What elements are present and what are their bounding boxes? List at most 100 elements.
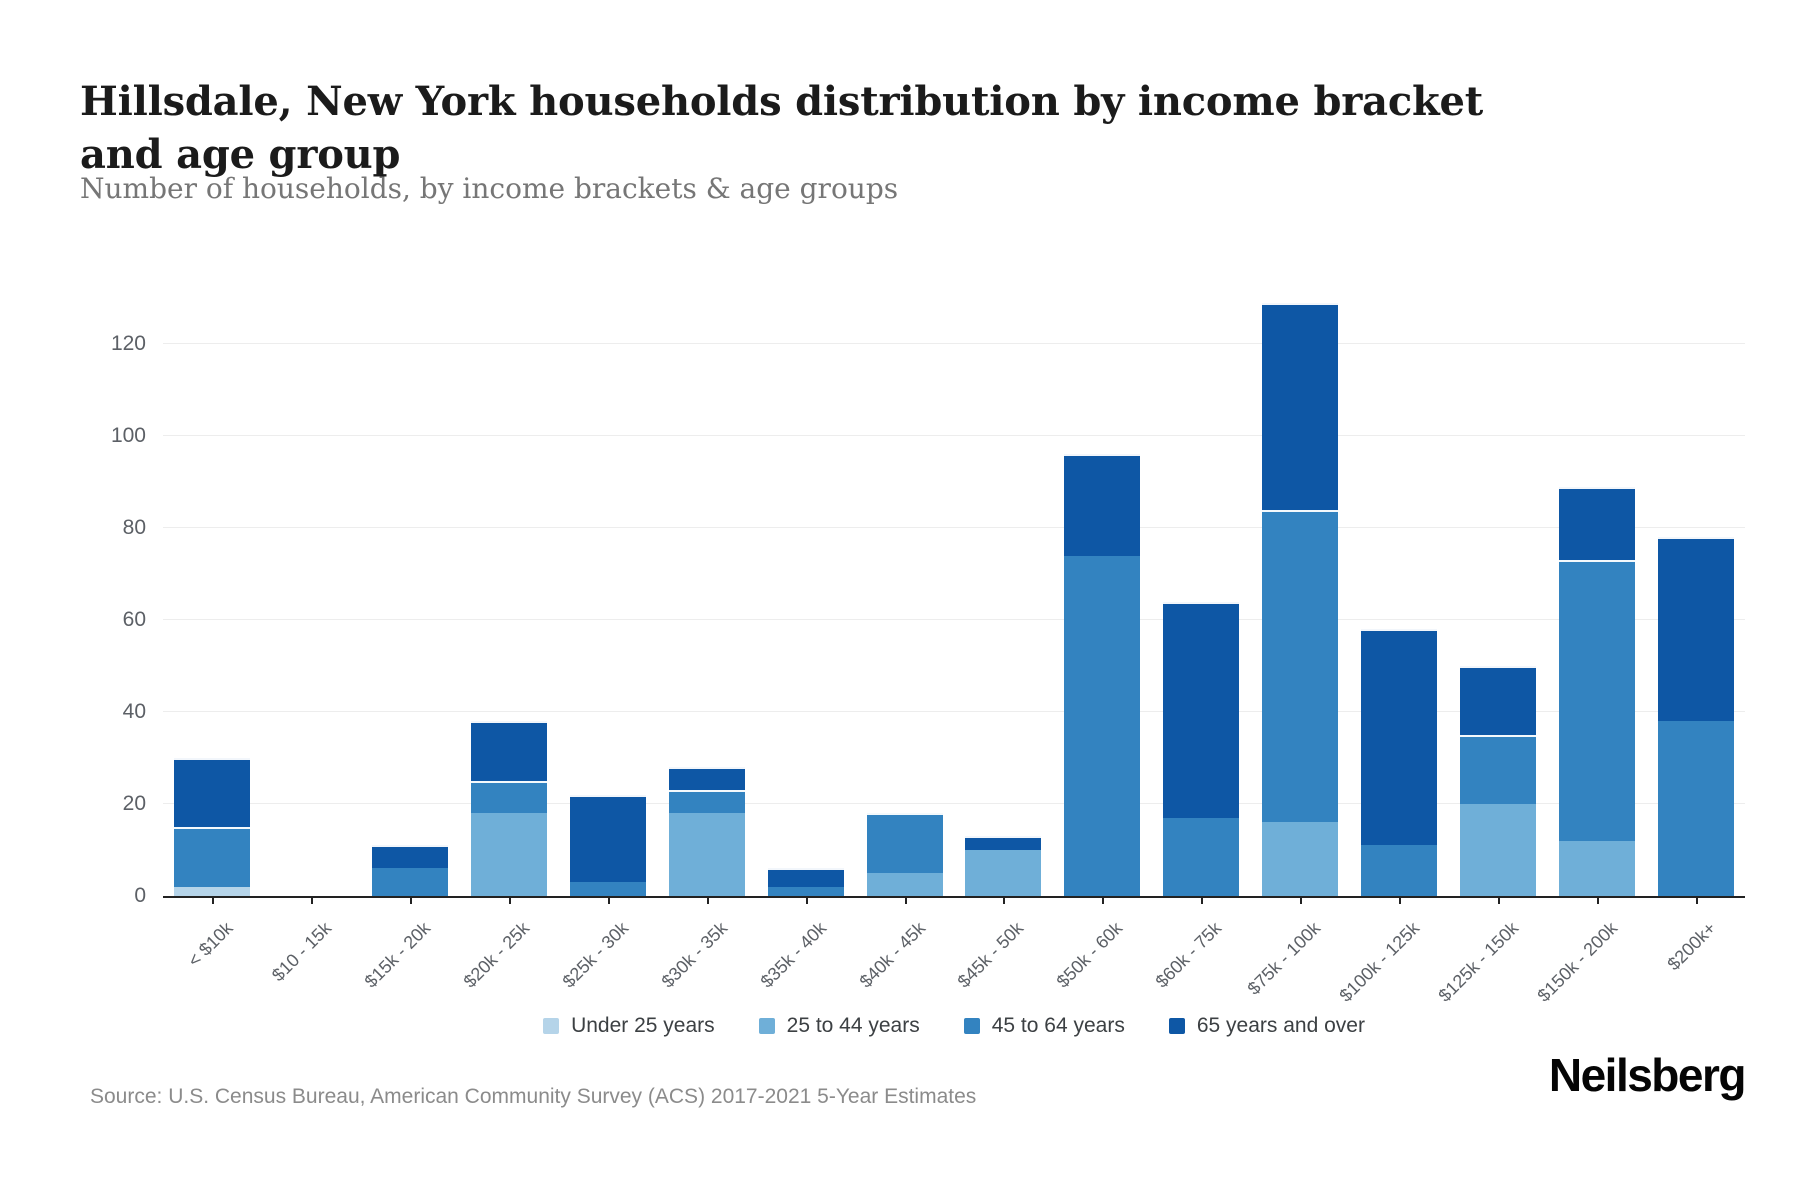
x-slot: $45k - 50k (954, 898, 1053, 1008)
bar-segment-45-to-64-years[interactable] (372, 868, 449, 896)
bar-segment-45-to-64-years[interactable] (1657, 721, 1734, 896)
chart-legend: Under 25 years 25 to 44 years 45 to 64 y… (163, 1014, 1745, 1038)
x-slot: $60k - 75k (1152, 898, 1251, 1008)
x-axis-tick (212, 898, 215, 904)
bar-segment-25-to-44-years[interactable] (866, 873, 943, 896)
bar--50k-60k (1064, 454, 1141, 896)
y-axis-tick-label-0: 0 (134, 884, 146, 907)
x-axis-tick (1003, 898, 1006, 904)
x-slot: $25k - 30k (558, 898, 658, 1008)
legend-item-45-to-64[interactable]: 45 to 64 years (963, 1014, 1125, 1038)
x-slot: $200k+ (1646, 898, 1745, 1008)
gridline-y-100 (163, 435, 1745, 436)
x-axis-tick-label: $100k - 125k (1335, 918, 1424, 1006)
legend-item-under-25[interactable]: Under 25 years (543, 1014, 715, 1038)
bar-segment-45-to-64-years[interactable] (1360, 845, 1437, 896)
legend-item-65-and-over[interactable]: 65 years and over (1168, 1014, 1365, 1038)
bar-segment-65-years-and-over[interactable] (1064, 454, 1141, 556)
neilsberg-logo[interactable]: Neilsberg (1548, 1049, 1747, 1101)
x-axis-tick-label: $125k - 150k (1434, 918, 1522, 1006)
bar-segment-65-years-and-over[interactable] (965, 836, 1042, 850)
bar-segment-65-years-and-over[interactable] (1657, 537, 1734, 722)
bar-segment-65-years-and-over[interactable] (372, 845, 449, 869)
bar--150k-200k (1558, 486, 1635, 896)
bar-segment-65-years-and-over[interactable] (1360, 629, 1437, 846)
bar--15k-20k (372, 845, 449, 896)
x-slot: $15k - 20k (361, 898, 460, 1008)
legend-item-25-to-44[interactable]: 25 to 44 years (758, 1014, 920, 1038)
bar-segment-45-to-64-years[interactable] (767, 886, 844, 896)
bar-segment-45-to-64-years[interactable] (1064, 555, 1141, 896)
y-axis-tick-label-60: 60 (122, 608, 146, 631)
bar-segment-25-to-44-years[interactable] (1459, 804, 1536, 896)
bar-segment-45-to-64-years[interactable] (471, 781, 548, 814)
bar--35k-40k (767, 868, 844, 896)
x-axis-tick (1201, 898, 1204, 904)
bar-segment-65-years-and-over[interactable] (1163, 601, 1240, 818)
y-axis-tick-label-100: 100 (110, 424, 146, 447)
bar-segment-25-to-44-years[interactable] (1262, 822, 1339, 896)
x-axis: < $10k $10 - 15k $15k - 20k $20k - 25k $25k … (163, 898, 1745, 1008)
bar-segment-65-years-and-over[interactable] (569, 794, 646, 883)
x-axis-tick (904, 898, 907, 904)
bar-segment-45-to-64-years[interactable] (1558, 560, 1635, 841)
x-slot: $125k - 150k (1434, 898, 1547, 1008)
gridline-y-20 (163, 803, 1745, 804)
bar-segment-45-to-64-years[interactable] (1262, 509, 1339, 823)
bar-segment-65-years-and-over[interactable] (668, 767, 745, 791)
y-axis-tick-label-120: 120 (110, 332, 146, 355)
bar-segment-65-years-and-over[interactable] (471, 721, 548, 782)
x-axis-tick-label: $40k - 45k (855, 918, 929, 992)
bar-segment-25-to-44-years[interactable] (965, 850, 1042, 896)
bar--75k-100k (1262, 302, 1339, 896)
legend-label: 25 to 44 years (786, 1014, 920, 1037)
x-axis-tick (1398, 898, 1401, 904)
bar--30k-35k (668, 767, 745, 896)
bar-segment-65-years-and-over[interactable] (1558, 486, 1635, 561)
x-axis-tick-label: $45k - 50k (953, 918, 1028, 992)
bar-segment-65-years-and-over[interactable] (1459, 666, 1536, 735)
x-slot: $30k - 35k (657, 898, 756, 1008)
x-axis-tick-label: $10 - 15k (268, 918, 336, 986)
x-axis-tick (1695, 898, 1698, 904)
bar--20k-25k (471, 721, 548, 896)
legend-label: 65 years and over (1196, 1014, 1365, 1037)
bar-segment-45-to-64-years[interactable] (569, 882, 646, 896)
y-axis-tick-label-80: 80 (122, 516, 146, 539)
x-axis-tick (1300, 898, 1303, 904)
bar--40k-45k (866, 813, 943, 896)
bar--125k-150k (1459, 666, 1536, 896)
x-axis-tick-label: $35k - 40k (756, 918, 830, 992)
bar-segment-45-to-64-years[interactable] (668, 790, 745, 814)
bar--100k-125k (1360, 629, 1437, 896)
x-axis-tick-label: $60k - 75k (1151, 918, 1226, 992)
x-slot: $20k - 25k (460, 898, 559, 1008)
bar-segment-45-to-64-years[interactable] (866, 813, 943, 873)
legend-swatch-25-to-44-icon (758, 1018, 775, 1034)
page-title: Hillsdale, New York households distribut… (80, 77, 1484, 178)
bars-layer (163, 290, 1745, 896)
bar-segment-65-years-and-over[interactable] (1262, 302, 1339, 510)
x-slot: $100k - 125k (1335, 898, 1449, 1008)
bar-segment-25-to-44-years[interactable] (471, 813, 548, 896)
gridline-y-80 (163, 527, 1745, 528)
x-axis-tick (1596, 898, 1599, 904)
x-slot: $10 - 15k (262, 898, 361, 1008)
bar-segment-25-to-44-years[interactable] (668, 813, 745, 896)
x-slot: $50k - 60k (1053, 898, 1152, 1008)
x-slot: $40k - 45k (855, 898, 954, 1008)
x-axis-tick-label: $150k - 200k (1533, 918, 1621, 1006)
x-axis-tick-label: < $10k (183, 918, 237, 971)
bar-segment-45-to-64-years[interactable] (1459, 735, 1536, 804)
x-axis-tick-label: $20k - 25k (459, 918, 534, 992)
bar-segment-under-25-years[interactable] (174, 886, 251, 896)
legend-swatch-under-25-icon (543, 1018, 560, 1034)
y-axis-tick-label-40: 40 (122, 700, 146, 723)
x-axis-tick-label: $25k - 30k (558, 918, 633, 992)
x-axis-tick (509, 898, 512, 904)
bar-segment-45-to-64-years[interactable] (174, 827, 251, 887)
bar-segment-65-years-and-over[interactable] (767, 868, 844, 887)
bar-segment-25-to-44-years[interactable] (1558, 840, 1635, 896)
bar-segment-65-years-and-over[interactable] (174, 758, 251, 828)
bar-segment-45-to-64-years[interactable] (1163, 817, 1240, 896)
